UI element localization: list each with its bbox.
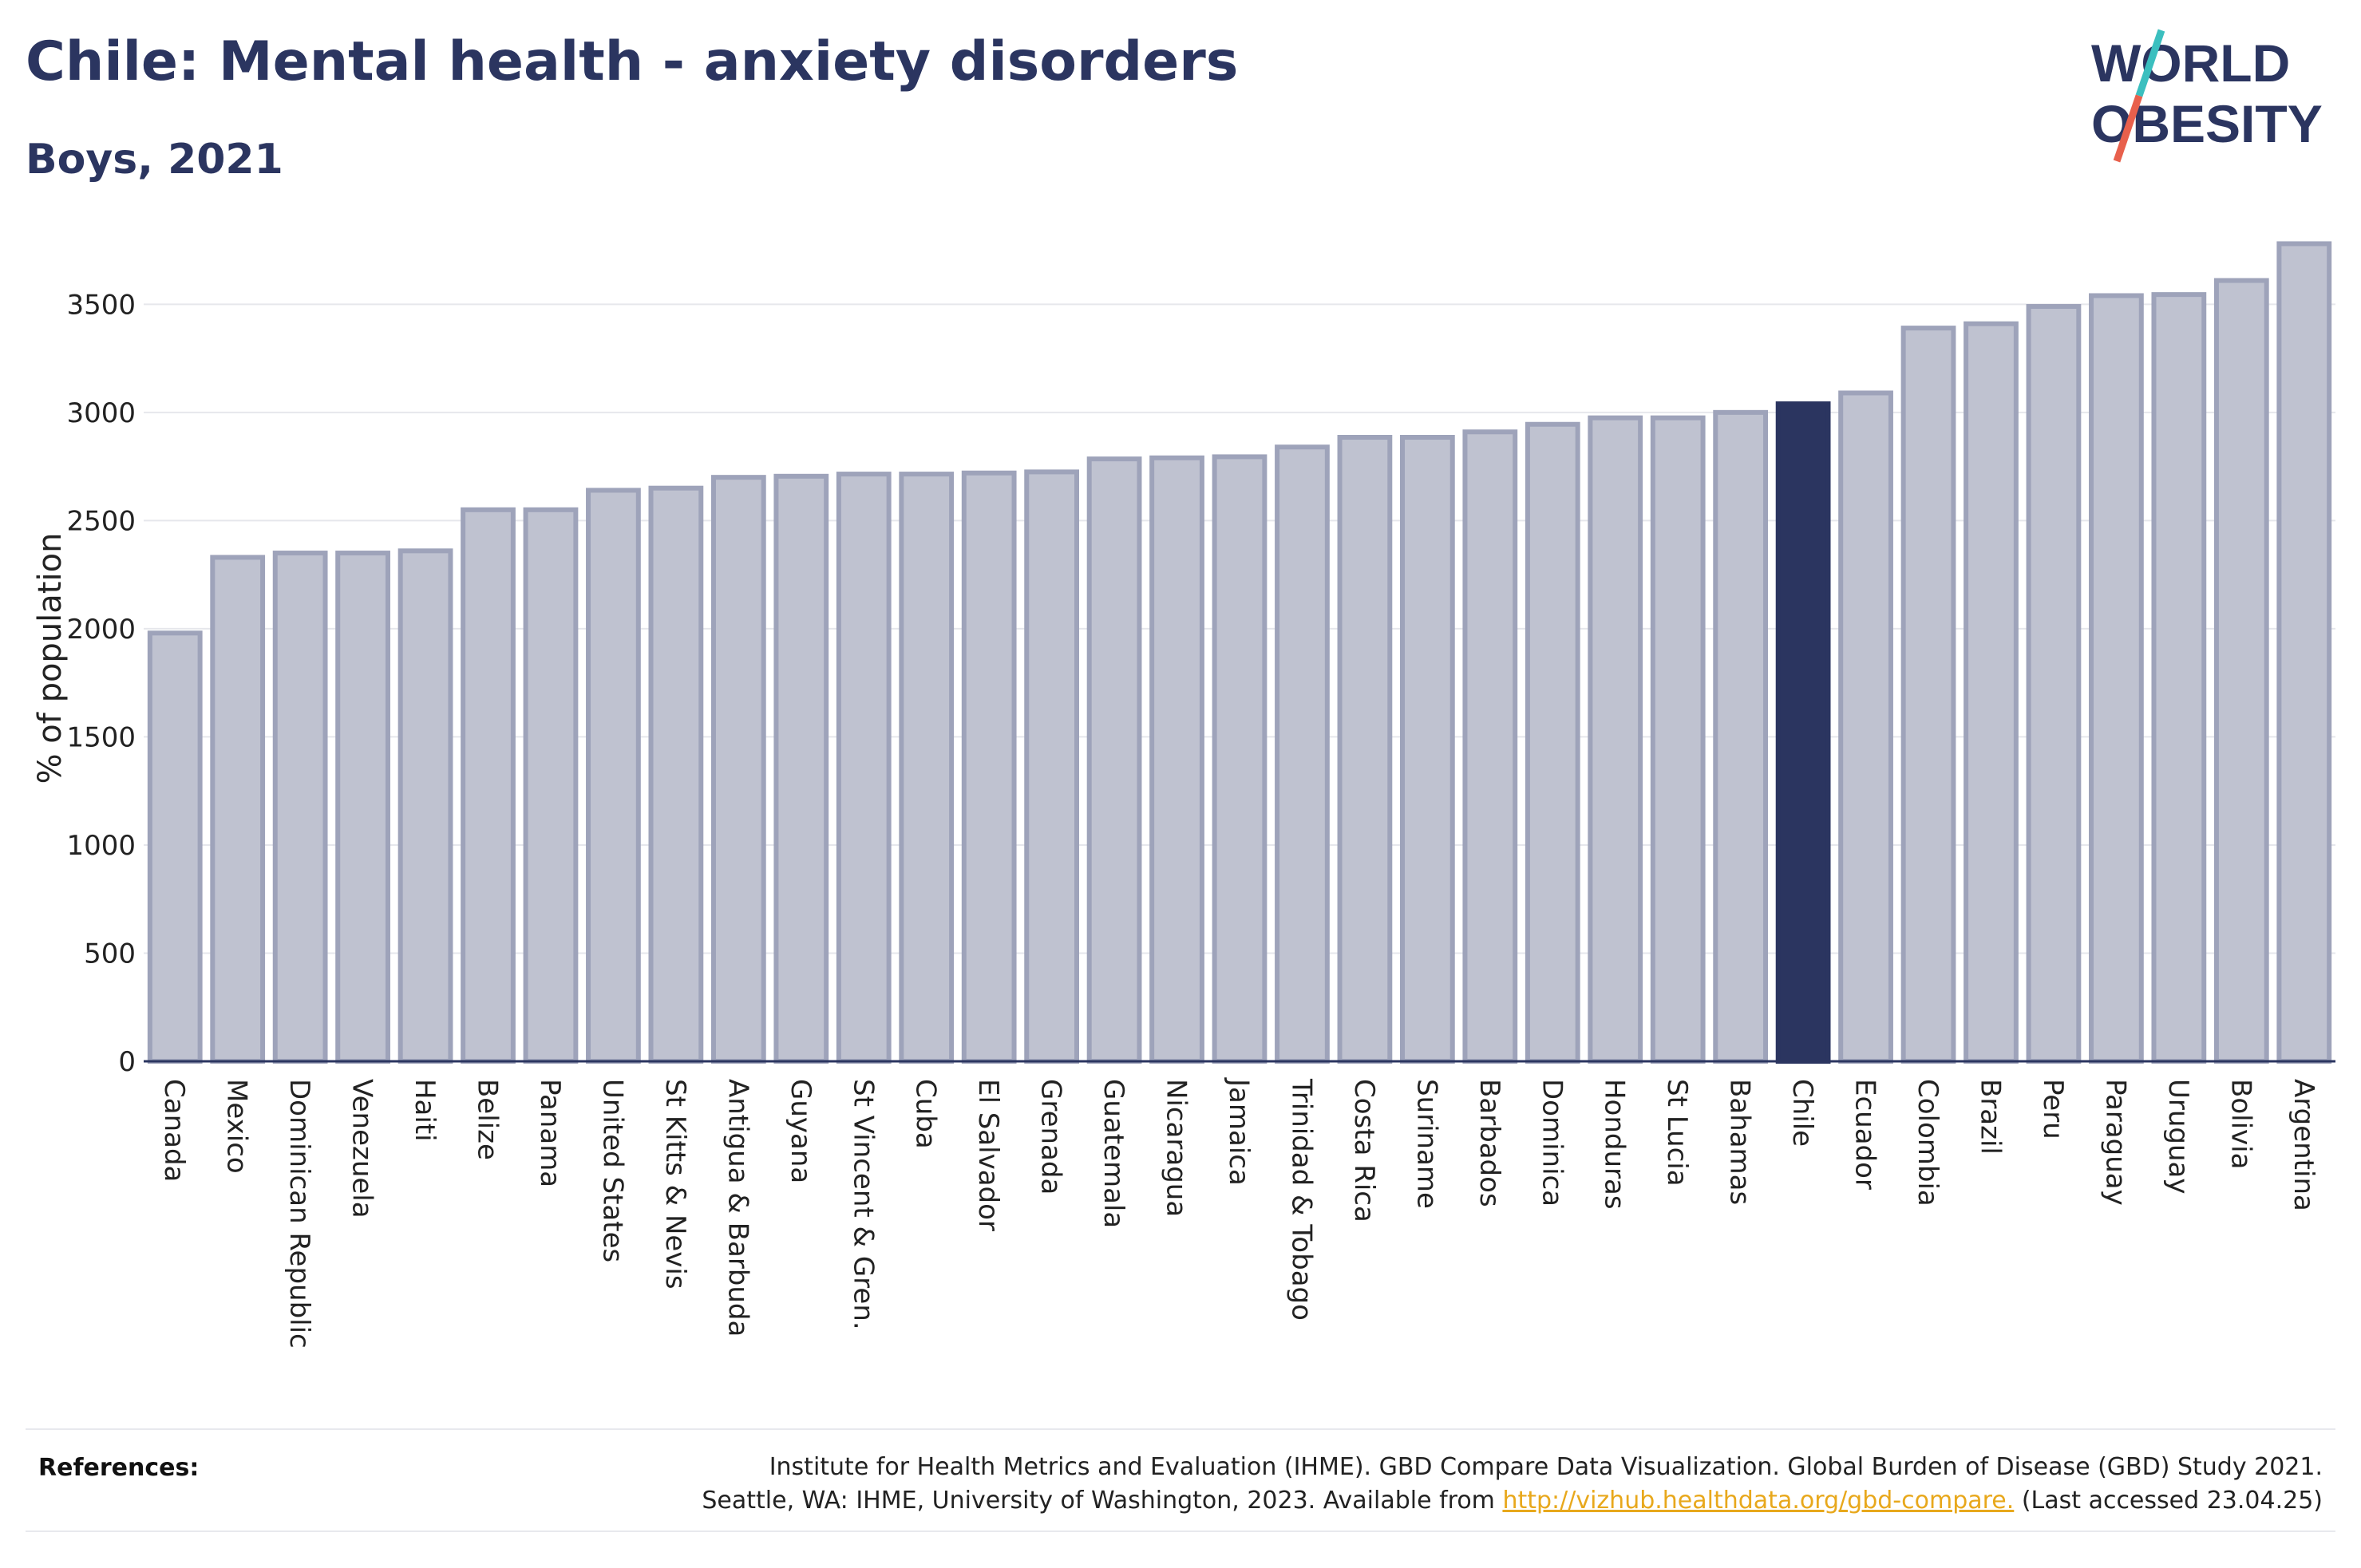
- bar: [147, 630, 203, 1064]
- references-section: References: Institute for Health Metrics…: [26, 1428, 2335, 1532]
- y-axis-title: % of population: [32, 533, 69, 784]
- references-line1: Institute for Health Metrics and Evaluat…: [769, 1453, 2323, 1481]
- bar: [2213, 278, 2269, 1064]
- bar: [1024, 469, 1080, 1064]
- chart-title: Chile: Mental health - anxiety disorders: [26, 30, 1239, 93]
- bar: [1462, 429, 1518, 1064]
- bar: [1337, 435, 1393, 1064]
- y-tick-label: 500: [84, 938, 136, 970]
- x-tick-label: Guyana: [785, 1079, 817, 1183]
- bar: [523, 507, 579, 1064]
- references-text: Institute for Health Metrics and Evaluat…: [702, 1451, 2323, 1518]
- bar: [1650, 415, 1706, 1064]
- x-tick-label: Suriname: [1410, 1079, 1442, 1209]
- x-tick-label: Barbados: [1473, 1079, 1505, 1207]
- bar: [1275, 444, 1330, 1064]
- bar: [710, 475, 766, 1064]
- bar: [899, 472, 955, 1064]
- x-tick-label: El Salvador: [972, 1079, 1004, 1231]
- x-tick-label: Ecuador: [1849, 1079, 1881, 1190]
- x-tick-label: Belize: [472, 1079, 504, 1160]
- bar: [1713, 409, 1769, 1064]
- x-tick-label: St Kitts & Nevis: [659, 1079, 691, 1290]
- x-tick-label: Haiti: [409, 1079, 441, 1142]
- x-tick-label: Dominica: [1536, 1079, 1568, 1207]
- bar: [1775, 401, 1831, 1064]
- y-tick-label: 1000: [66, 830, 136, 862]
- bar: [961, 470, 1017, 1064]
- chart-subtitle: Boys, 2021: [26, 136, 283, 184]
- logo-slash-bottom: [2113, 94, 2143, 163]
- y-tick-label: 2500: [66, 505, 136, 537]
- bar: [2026, 304, 2082, 1064]
- bar: [335, 551, 390, 1064]
- y-tick-label: 2000: [66, 614, 136, 646]
- x-tick-label: Dominican Republic: [283, 1079, 315, 1349]
- x-tick-label: United States: [596, 1079, 628, 1262]
- bar: [1964, 321, 2019, 1064]
- x-tick-label: Paraguay: [2099, 1079, 2131, 1206]
- bar: [210, 555, 266, 1064]
- y-tick-label: 1500: [66, 721, 136, 753]
- x-tick-label: Bahamas: [1724, 1079, 1756, 1205]
- bar: [586, 488, 641, 1064]
- y-tick-label: 3000: [66, 397, 136, 429]
- x-tick-label: Antigua & Barbuda: [722, 1079, 753, 1337]
- bar: [2089, 293, 2144, 1064]
- x-tick-label: Peru: [2037, 1079, 2069, 1139]
- bar: [648, 485, 704, 1064]
- x-tick-label: Cuba: [910, 1079, 942, 1149]
- bar: [1149, 455, 1204, 1064]
- references-line2-prefix: Seattle, WA: IHME, University of Washing…: [702, 1487, 1503, 1515]
- bar-chart: 0 500 1000 1500 2000 2500 3000 3500 Canada Mexico…: [32, 241, 2335, 1349]
- bar: [461, 507, 516, 1064]
- bar: [1900, 326, 1956, 1064]
- x-tick-label: Bolivia: [2225, 1079, 2256, 1169]
- x-tick-label: Trinidad & Tobago: [1285, 1078, 1317, 1321]
- x-tick-label: Nicaragua: [1161, 1079, 1192, 1217]
- bar: [773, 473, 829, 1064]
- x-tick-label: Brazil: [1974, 1079, 2006, 1155]
- x-tick-label: Canada: [158, 1079, 190, 1182]
- bar: [272, 551, 328, 1064]
- bar: [1212, 454, 1268, 1064]
- x-tick-label: Venezuela: [346, 1079, 378, 1218]
- x-tick-label: St Lucia: [1661, 1079, 1693, 1187]
- y-tick-label: 0: [118, 1046, 136, 1078]
- bar: [836, 472, 892, 1064]
- x-tick-label: Guatemala: [1097, 1079, 1129, 1228]
- y-tick-label: 3500: [66, 289, 136, 321]
- references-line2-suffix: (Last accessed 23.04.25): [2014, 1487, 2323, 1515]
- bar: [1588, 415, 1643, 1064]
- x-tick-label: Honduras: [1599, 1079, 1631, 1210]
- references-line2: Seattle, WA: IHME, University of Washing…: [702, 1484, 2323, 1518]
- x-tick-label: Uruguay: [2162, 1079, 2194, 1195]
- x-tick-label: Mexico: [221, 1079, 253, 1174]
- bar: [1525, 421, 1580, 1064]
- bar: [1838, 390, 1893, 1064]
- logo-slash-top: [2135, 29, 2165, 97]
- x-tick-label: Argentina: [2288, 1079, 2319, 1211]
- bar: [397, 548, 453, 1064]
- x-tick-label: Costa Rica: [1348, 1079, 1380, 1222]
- bar: [2276, 241, 2332, 1064]
- x-tick-label: Jamaica: [1223, 1077, 1255, 1186]
- world-obesity-logo: WORLD OBESITY: [2091, 29, 2323, 163]
- x-tick-label: Grenada: [1035, 1079, 1067, 1195]
- x-tick-label: Colombia: [1912, 1079, 1944, 1207]
- bar: [1086, 456, 1142, 1064]
- references-link[interactable]: http://vizhub.healthdata.org/gbd-compare…: [1502, 1487, 2015, 1515]
- bar: [2151, 292, 2207, 1064]
- bar: [1399, 435, 1455, 1064]
- x-tick-label: St Vincent & Gren.: [847, 1079, 879, 1330]
- logo-line1: WORLD: [2091, 34, 2290, 93]
- references-label: References:: [38, 1454, 200, 1482]
- x-tick-label: Panama: [534, 1079, 566, 1187]
- x-tick-label: Chile: [1786, 1079, 1818, 1147]
